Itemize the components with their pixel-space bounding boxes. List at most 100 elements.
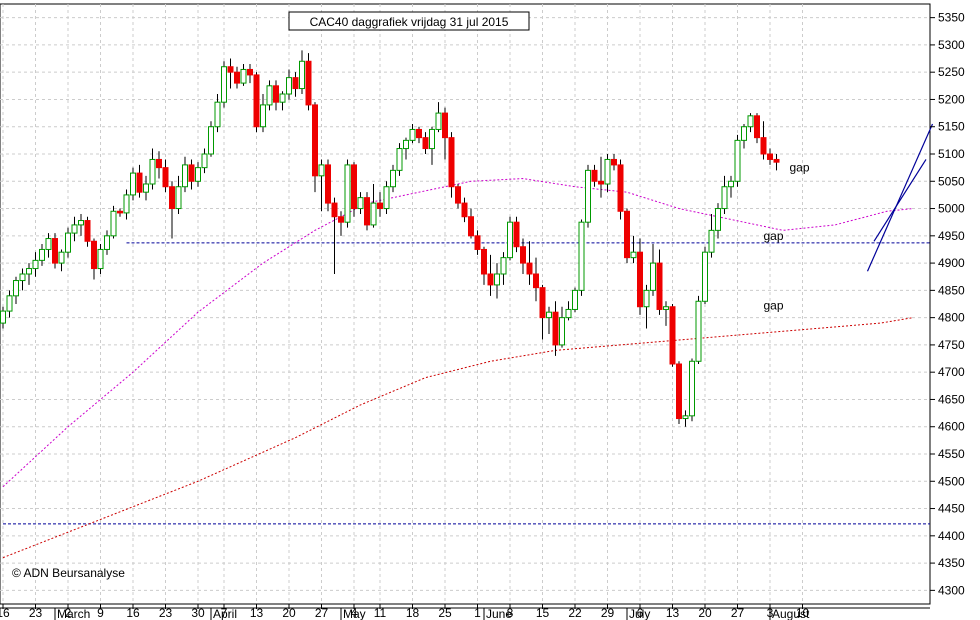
- candle-down: [767, 153, 773, 160]
- candle-up: [130, 172, 136, 196]
- channel-line: [873, 159, 927, 242]
- month-label: June: [486, 607, 512, 620]
- candle-down: [754, 115, 760, 139]
- x-tick-label: 25: [438, 606, 452, 620]
- candle-down: [247, 68, 253, 76]
- candle-down: [617, 164, 624, 212]
- y-tick-label: 4350: [938, 556, 965, 570]
- candle-up: [429, 128, 435, 150]
- candle-up: [318, 164, 325, 177]
- candle-down: [773, 158, 780, 163]
- y-tick-label: 5050: [938, 174, 965, 188]
- candle-down: [513, 221, 520, 248]
- x-tick-label: 4: [351, 606, 358, 620]
- x-tick-label: 18: [406, 606, 420, 620]
- candle-up: [695, 300, 702, 362]
- candle-down: [169, 186, 175, 210]
- candle-up: [71, 224, 78, 234]
- candle-up: [26, 268, 32, 275]
- candle-up: [390, 169, 396, 188]
- candle-down: [656, 262, 663, 310]
- moving-averages: [2, 178, 914, 559]
- x-tick-label: 2: [65, 606, 72, 620]
- candle-up: [715, 208, 721, 231]
- candle-up: [728, 180, 734, 188]
- chart-title: CAC40 daggrafiek vrijdag 31 jul 2015: [310, 15, 509, 29]
- candle-down: [351, 164, 357, 210]
- candle-up: [370, 202, 377, 226]
- candle-down: [760, 137, 767, 155]
- y-tick-label: 4650: [938, 392, 965, 406]
- candle-up: [643, 289, 650, 308]
- candle-up: [78, 220, 84, 226]
- x-tick-label: 1: [474, 606, 481, 620]
- x-tick-label: 11: [374, 606, 387, 620]
- candle-up: [741, 126, 747, 141]
- candle-up: [546, 311, 552, 319]
- y-tick-label: 4950: [938, 229, 965, 243]
- watermark: © ADN Beursanalyse: [12, 566, 125, 580]
- candle-up: [689, 360, 695, 417]
- candle-down: [487, 273, 494, 286]
- y-tick-label: 4800: [938, 311, 965, 325]
- candle-up: [32, 259, 39, 270]
- x-tick-label: 22: [568, 606, 582, 620]
- candle-up: [97, 248, 104, 270]
- candle-down: [253, 74, 260, 128]
- reference-lines: [3, 242, 930, 525]
- candle-up: [201, 153, 208, 169]
- plot-frame: [0, 3, 931, 605]
- candle-up: [175, 186, 182, 210]
- candle-up: [585, 169, 591, 223]
- y-tick-label: 4850: [938, 283, 965, 297]
- candle-down: [416, 128, 422, 139]
- candle-up: [702, 251, 708, 302]
- candle-up: [143, 183, 149, 193]
- candle-down: [481, 248, 487, 275]
- candle-up: [507, 221, 513, 259]
- annotations: gap gap gap: [764, 160, 810, 312]
- candle-down: [526, 262, 533, 275]
- candle-down: [338, 216, 344, 223]
- x-tick-label: 13: [250, 606, 264, 620]
- candle-up: [266, 85, 273, 106]
- candle-down: [227, 66, 234, 73]
- candle-down: [188, 164, 195, 182]
- y-tick-label: 4550: [938, 447, 965, 461]
- candle-up: [260, 104, 266, 128]
- y-axis: 4300 4350 4400 4450 4500 4550 4600 4650 4700 4750…: [930, 11, 965, 597]
- candle-up: [221, 66, 227, 103]
- candle-up: [279, 93, 286, 103]
- candle-down: [292, 77, 299, 90]
- candle-up: [214, 101, 221, 128]
- candle-up: [500, 257, 507, 275]
- candle-down: [669, 306, 676, 365]
- candle-down: [461, 202, 468, 218]
- candle-up: [208, 126, 214, 155]
- candle-down: [637, 251, 643, 308]
- candle-down: [234, 71, 240, 84]
- candle-down: [552, 311, 559, 346]
- candle-up: [6, 295, 13, 312]
- candle-up: [578, 221, 585, 291]
- candle-up: [559, 317, 565, 346]
- x-tick-label: 8: [507, 606, 514, 620]
- moving-average-line: [2, 178, 914, 488]
- candle-up: [682, 415, 689, 420]
- candle-up: [435, 112, 442, 130]
- month-label: April: [213, 607, 237, 620]
- candle-down: [273, 85, 279, 103]
- candle-up: [39, 248, 45, 261]
- candle-down: [533, 273, 539, 289]
- x-tick-label: 29: [601, 606, 615, 620]
- candle-down: [442, 112, 448, 139]
- month-label: March: [57, 607, 90, 620]
- candle-down: [91, 240, 97, 270]
- candle-up: [396, 148, 403, 171]
- candle-up: [409, 128, 416, 141]
- x-tick-label: 15: [536, 606, 550, 620]
- trend-channel: [866, 123, 934, 272]
- candle-up: [286, 77, 292, 95]
- candle-down: [474, 235, 481, 250]
